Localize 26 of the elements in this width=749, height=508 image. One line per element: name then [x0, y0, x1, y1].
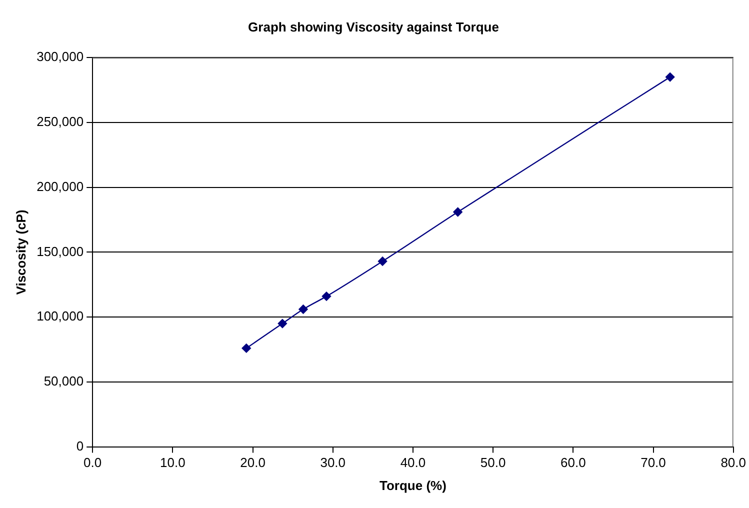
y-tick-label: 0 [76, 438, 84, 454]
x-tick-label: 20.0 [240, 455, 266, 470]
y-axis-title: Viscosity (cP) [13, 210, 28, 295]
x-tick-label: 50.0 [480, 455, 506, 470]
point [278, 318, 288, 328]
y-tick-label: 150,000 [36, 244, 84, 259]
chart-title: Graph showing Viscosity against Torque [248, 19, 499, 34]
x-tick-label: 0.0 [84, 455, 102, 470]
point [242, 344, 251, 353]
point [378, 256, 388, 266]
y-tick-label: 50,000 [44, 374, 84, 389]
y-tick-label: 250,000 [36, 114, 84, 130]
point [298, 304, 308, 314]
y-tick-label: 300,000 [36, 49, 84, 64]
x-tick-label: 30.0 [320, 455, 346, 470]
y-tick-label: 100,000 [36, 308, 84, 324]
point [453, 207, 462, 217]
point [322, 292, 332, 301]
x-axis-title: Torque (%) [380, 478, 446, 493]
x-tick-label: 60.0 [560, 455, 586, 470]
x-tick-label: 40.0 [400, 455, 426, 470]
x-tick-label: 70.0 [640, 455, 666, 470]
point [665, 72, 675, 82]
x-tick-label: 80.0 [720, 455, 746, 470]
x-tick-label: 10.0 [160, 455, 186, 470]
y-tick-label: 200,000 [36, 178, 84, 194]
